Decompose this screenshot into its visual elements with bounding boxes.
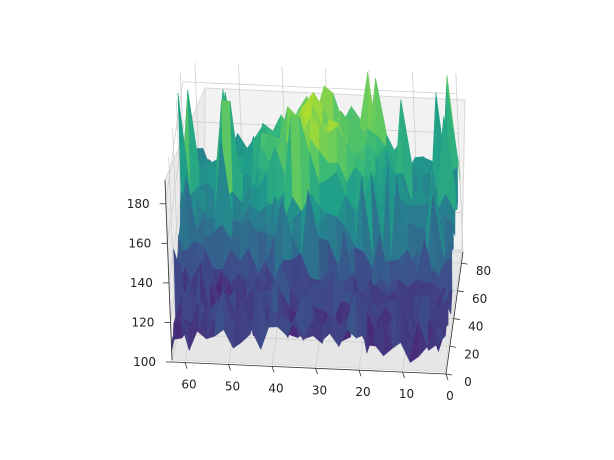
x-axis-line [171, 361, 447, 375]
x-tick-label: 0 [446, 389, 454, 403]
y-axis-line [445, 251, 464, 375]
y-tick-mark [457, 290, 464, 293]
y-tick-label: 0 [464, 375, 472, 389]
z-tick-label: 140 [130, 276, 153, 290]
z-tick-label: 160 [128, 236, 151, 250]
x-tick-mark [228, 364, 231, 371]
y-tick-mark [453, 318, 460, 320]
x-tick-label: 30 [312, 383, 327, 397]
y-tick-label: 40 [468, 320, 483, 334]
y-tick-mark [445, 373, 453, 376]
z-tick-labels: 100 120 140 160 180 [127, 197, 172, 369]
x-tick-label: 50 [225, 379, 240, 393]
surface-patch [213, 224, 224, 270]
axes [164, 179, 464, 375]
x-tick-mark [315, 368, 318, 375]
x-tick-mark [358, 370, 362, 377]
y-tick-mark [449, 345, 456, 348]
x-tick-label: 10 [399, 387, 414, 401]
y-tick-label: 80 [476, 264, 491, 278]
y-tick-labels: 0 20 40 60 80 [445, 262, 491, 389]
surface-patch [327, 171, 338, 218]
z-tick-label: 180 [127, 197, 150, 211]
surface-plot [171, 72, 461, 364]
x-tick-mark [184, 362, 188, 369]
z-tick-label: 120 [132, 315, 155, 329]
x-tick-mark [402, 371, 405, 379]
y-tick-label: 20 [464, 347, 479, 361]
x-tick-mark [271, 366, 275, 373]
z-tick-label: 100 [133, 355, 156, 369]
surface-patch [434, 324, 446, 345]
surface-patch [205, 192, 216, 220]
x-tick-label: 20 [355, 385, 370, 399]
x-tick-mark [445, 373, 449, 381]
y-tick-label: 60 [472, 292, 487, 306]
x-tick-label: 40 [268, 381, 283, 395]
x-tick-labels: 0 10 20 30 40 50 60 [181, 362, 454, 403]
x-tick-label: 60 [181, 378, 196, 392]
y-tick-mark [461, 262, 468, 265]
z-axis-line [164, 179, 173, 361]
